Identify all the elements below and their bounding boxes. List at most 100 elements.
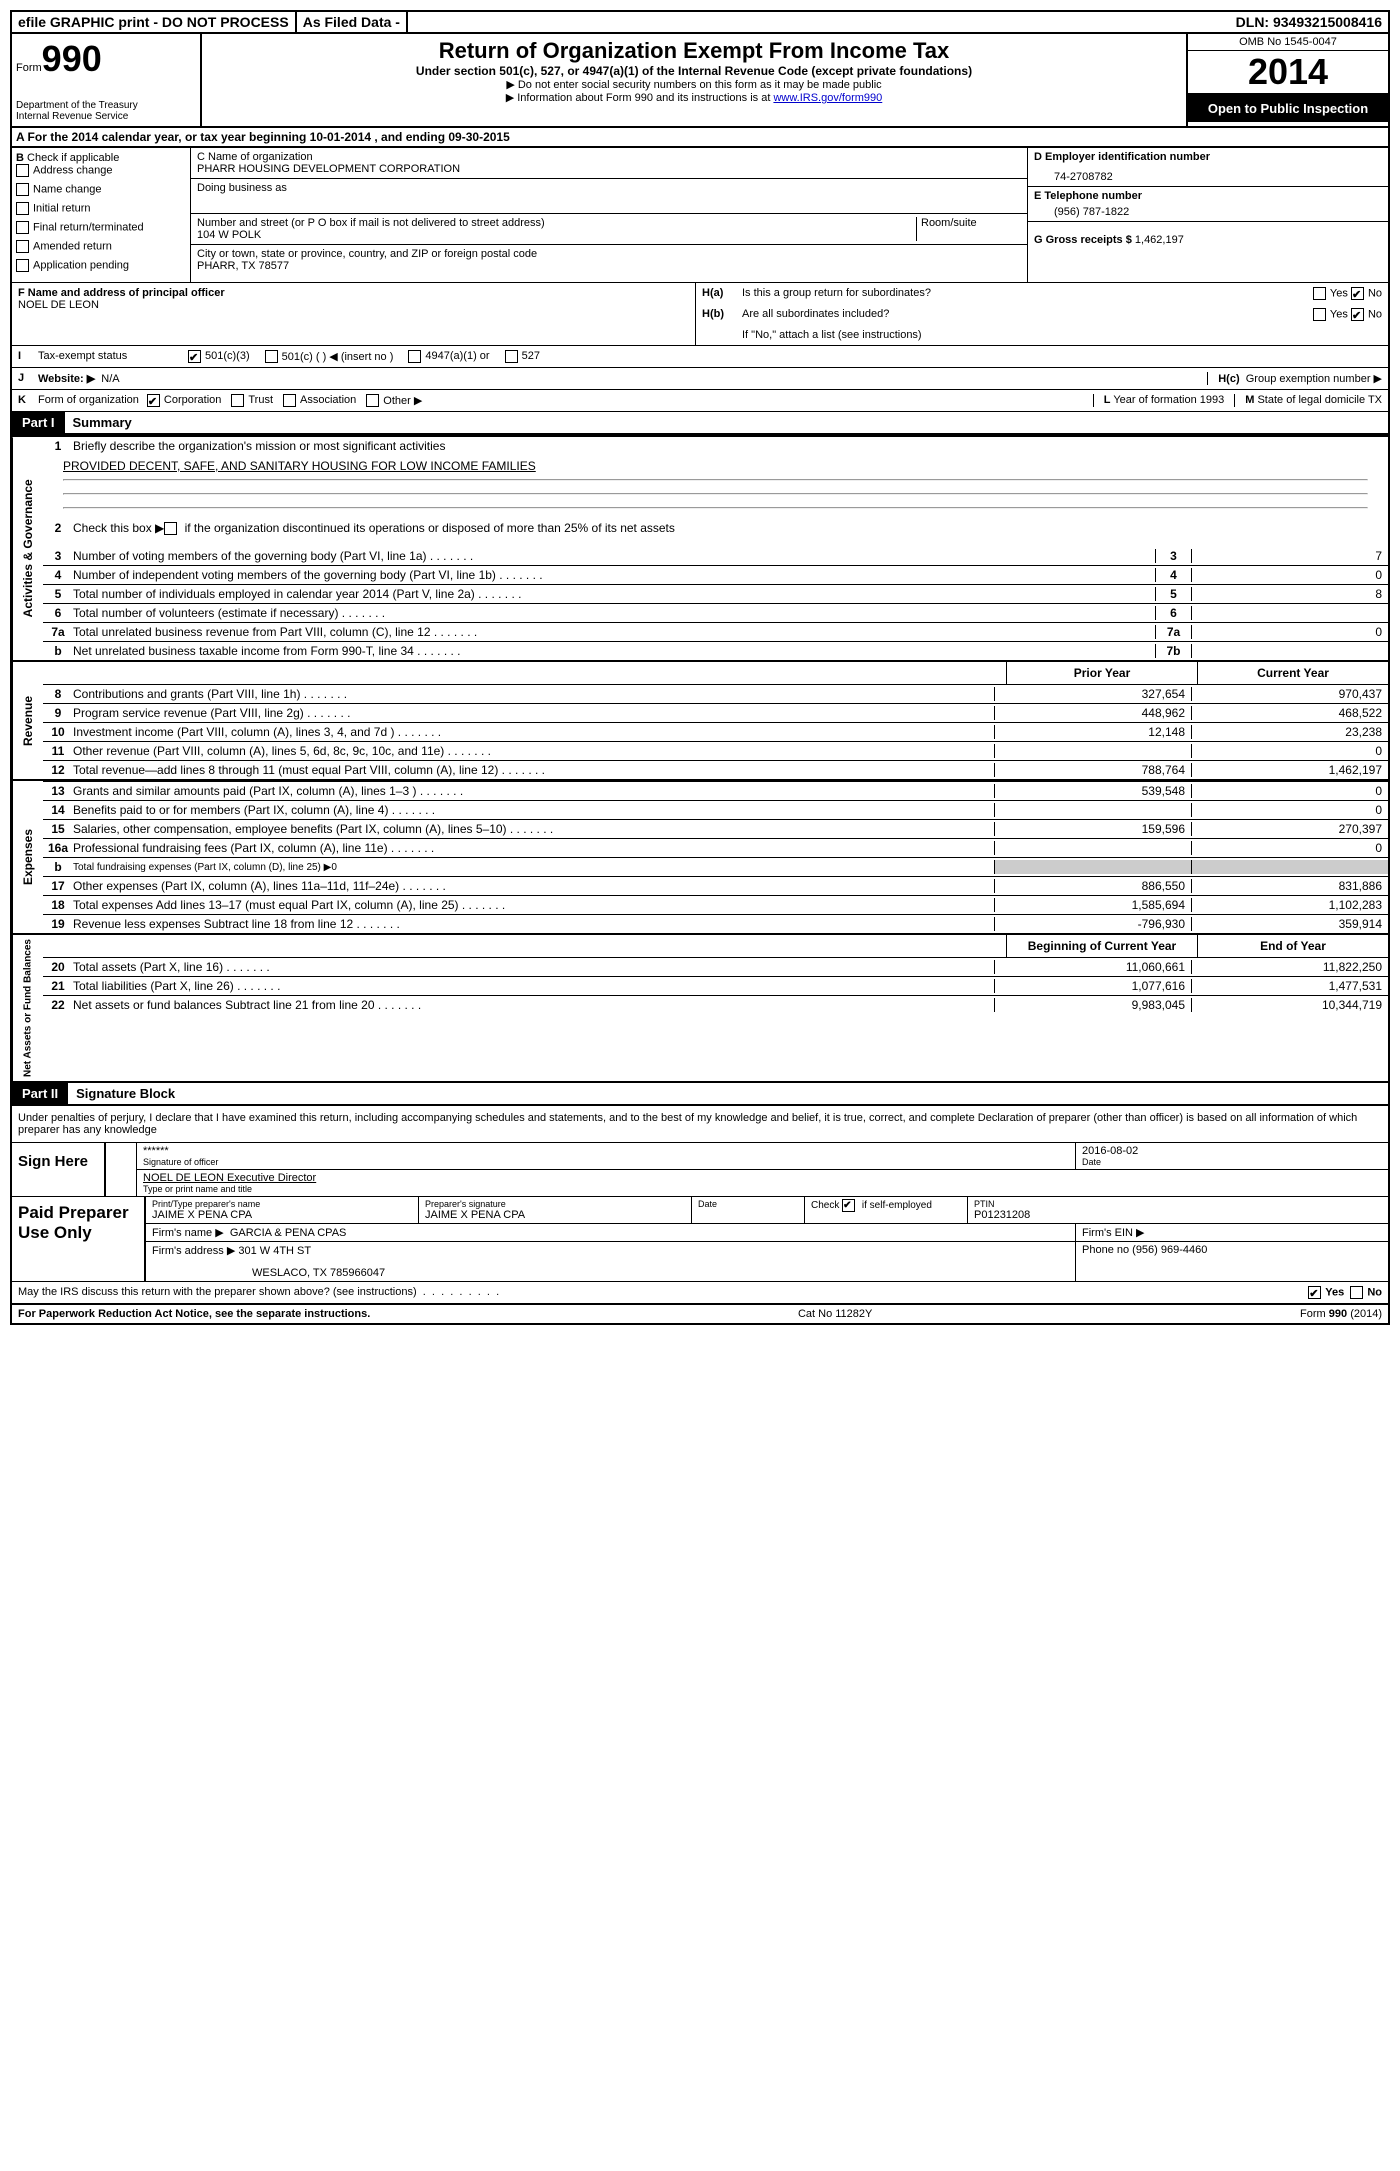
as-filed: As Filed Data - [297,12,408,32]
year-formation: Year of formation 1993 [1113,394,1224,406]
section-b: B Check if applicable Address change Nam… [12,148,191,282]
mission: PROVIDED DECENT, SAFE, AND SANITARY HOUS… [63,459,536,473]
firm-addr1: 301 W 4TH ST [238,1245,311,1257]
hb-note: If "No," attach a list (see instructions… [702,329,1382,341]
line-15: 15 Salaries, other compensation, employe… [43,819,1388,838]
dept-treasury: Department of the Treasury [16,100,196,111]
part-1-header: Part I Summary [10,412,1390,435]
check-address[interactable]: Address change [33,164,113,176]
line-13: 13 Grants and similar amounts paid (Part… [43,781,1388,800]
line2-text: Check this box ▶ if the organization dis… [73,521,1388,535]
net-assets-section: Net Assets or Fund Balances Beginning of… [10,933,1390,1083]
line-16a: 16a Professional fundraising fees (Part … [43,838,1388,857]
signature-block: Under penalties of perjury, I declare th… [10,1106,1390,1305]
line-8: 8 Contributions and grants (Part VIII, l… [43,684,1388,703]
gov-line-b: b Net unrelated business taxable income … [43,641,1388,660]
line-21: 21 Total liabilities (Part X, line 26) 1… [43,976,1388,995]
ein: 74-2708782 [1034,163,1382,183]
check-initial[interactable]: Initial return [33,202,90,214]
section-d: D Employer identification number 74-2708… [1027,148,1388,282]
ein-label: D Employer identification number [1034,151,1382,163]
efile-notice: efile GRAPHIC print - DO NOT PROCESS [12,12,297,32]
governance-vert-label: Activities & Governance [12,437,43,660]
section-c: C Name of organization PHARR HOUSING DEV… [191,148,1027,282]
ptin: P01231208 [974,1209,1382,1221]
omb-number: OMB No 1545-0047 [1188,34,1388,51]
expenses-vert-label: Expenses [12,781,43,933]
paid-preparer-label: Paid Preparer Use Only [12,1197,146,1281]
line-14: 14 Benefits paid to or for members (Part… [43,800,1388,819]
line-18: 18 Total expenses Add lines 13–17 (must … [43,895,1388,914]
top-bar: efile GRAPHIC print - DO NOT PROCESS As … [10,10,1390,34]
end-year-header: End of Year [1197,935,1388,957]
phone: (956) 787-1822 [1034,202,1382,218]
check-name[interactable]: Name change [33,183,102,195]
current-year-header: Current Year [1197,662,1388,684]
line-17: 17 Other expenses (Part IX, column (A), … [43,876,1388,895]
line-9: 9 Program service revenue (Part VIII, li… [43,703,1388,722]
expenses-section: Expenses 13 Grants and similar amounts p… [10,779,1390,933]
paperwork-notice: For Paperwork Reduction Act Notice, see … [18,1308,370,1320]
firm-ein: Firm's EIN ▶ [1076,1224,1388,1241]
line-19: 19 Revenue less expenses Subtract line 1… [43,914,1388,933]
state-domicile: State of legal domicile TX [1257,394,1382,406]
check-final[interactable]: Final return/terminated [33,221,144,233]
firm-phone: Phone no (956) 969-4460 [1076,1242,1388,1281]
line-22: 22 Net assets or fund balances Subtract … [43,995,1388,1014]
activities-governance: Activities & Governance 1 Briefly descri… [10,435,1390,660]
phone-label: E Telephone number [1034,190,1382,202]
gov-line-6: 6 Total number of volunteers (estimate i… [43,603,1388,622]
line-10: 10 Investment income (Part VIII, column … [43,722,1388,741]
gov-line-3: 3 Number of voting members of the govern… [43,547,1388,565]
line1-text: Briefly describe the organization's miss… [73,439,1388,453]
org-name: PHARR HOUSING DEVELOPMENT CORPORATION [197,163,1021,175]
room-label: Room/suite [921,217,1021,229]
ha-text: Is this a group return for subordinates? [742,287,1313,300]
section-f: F Name and address of principal officer … [12,283,696,345]
netassets-vert-label: Net Assets or Fund Balances [12,935,43,1081]
section-a: A For the 2014 calendar year, or tax yea… [10,128,1390,148]
part-2-header: Part II Signature Block [10,1083,1390,1106]
officer-name: NOEL DE LEON [18,299,689,311]
sig-stars: ****** [143,1145,1069,1157]
revenue-vert-label: Revenue [12,662,43,779]
revenue-section: Revenue Prior Year Current Year 8 Contri… [10,660,1390,779]
line-20: 20 Total assets (Part X, line 16) 11,060… [43,957,1388,976]
firm-addr2: WESLACO, TX 785966047 [152,1257,1069,1279]
line-11: 11 Other revenue (Part VIII, column (A),… [43,741,1388,760]
open-public: Open to Public Inspection [1188,95,1388,122]
line-12: 12 Total revenue—add lines 8 through 11 … [43,760,1388,779]
main-info-grid: B Check if applicable Address change Nam… [10,148,1390,282]
gov-line-7a: 7a Total unrelated business revenue from… [43,622,1388,641]
website: N/A [101,373,119,385]
line-b: b Total fundraising expenses (Part IX, c… [43,857,1388,876]
prior-year-header: Prior Year [1006,662,1197,684]
street-label: Number and street (or P O box if mail is… [197,217,916,229]
section-h: H(a) Is this a group return for subordin… [696,283,1388,345]
city: PHARR, TX 78577 [197,260,1021,272]
sign-here-label: Sign Here [12,1143,106,1196]
gross-label: G Gross receipts $ [1034,234,1132,246]
form-label: Form [16,62,42,74]
preparer-name: JAIME X PENA CPA [152,1209,412,1221]
hc-text: Group exemption number ▶ [1246,373,1382,385]
check-pending[interactable]: Application pending [33,259,129,271]
officer-label: F Name and address of principal officer [18,287,225,299]
ssn-note: ▶ Do not enter social security numbers o… [206,78,1182,91]
preparer-sig: JAIME X PENA CPA [425,1209,685,1221]
dln: DLN: 93493215008416 [1230,12,1388,32]
form-subtitle: Under section 501(c), 527, or 4947(a)(1)… [206,64,1182,78]
gov-line-5: 5 Total number of individuals employed i… [43,584,1388,603]
org-name-label: C Name of organization [197,151,1021,163]
gov-line-4: 4 Number of independent voting members o… [43,565,1388,584]
irs-link[interactable]: www.IRS.gov/form990 [773,92,882,104]
check-amended[interactable]: Amended return [33,240,112,252]
form-number: 990 [42,38,102,79]
footer: For Paperwork Reduction Act Notice, see … [10,1305,1390,1325]
form-header: Form990 Department of the Treasury Inter… [10,34,1390,128]
gross-receipts: 1,462,197 [1135,234,1184,246]
city-label: City or town, state or province, country… [197,248,1021,260]
form-title: Return of Organization Exempt From Incom… [206,38,1182,64]
tax-year: 2014 [1188,51,1388,95]
sig-date: 2016-08-02 [1082,1145,1382,1157]
